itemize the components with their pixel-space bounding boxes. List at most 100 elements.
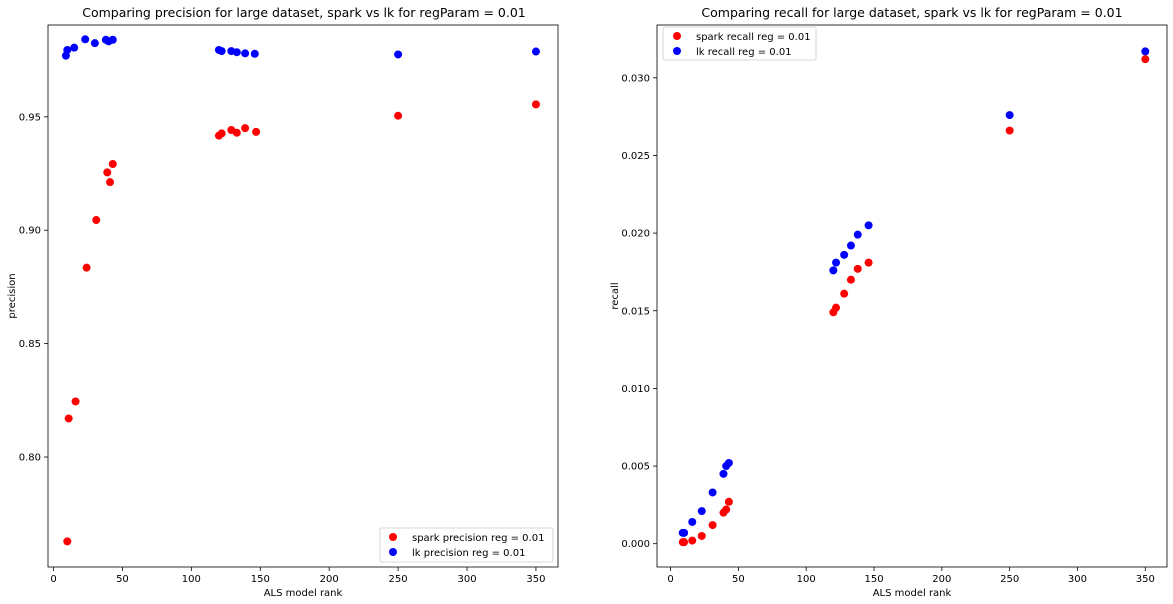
spark-point	[1005, 126, 1014, 135]
legend-marker-spark	[389, 533, 397, 541]
x-tick-label: 300	[457, 574, 476, 585]
lk-point	[531, 47, 540, 56]
y-tick-label: 0.005	[621, 462, 650, 473]
x-tick-label: 200	[320, 574, 339, 585]
x-tick-label: 200	[932, 574, 951, 585]
x-axis: 0 50 100 150 200 250 300 350	[50, 567, 545, 585]
lk-point	[1141, 47, 1150, 56]
legend-label-lk: lk precision reg = 0.01	[412, 548, 525, 559]
spark-point	[92, 216, 101, 225]
x-axis-label: ALS model rank	[264, 588, 343, 599]
y-tick-label: 0.025	[621, 151, 650, 162]
x-tick-label: 0	[50, 574, 56, 585]
plot-area	[656, 24, 1168, 568]
legend-marker-lk	[389, 548, 397, 556]
spark-point	[531, 100, 540, 109]
lk-point	[724, 458, 733, 467]
y-tick-label: 0.020	[621, 229, 650, 240]
y-axis: 0.000 0.005 0.010 0.015 0.020 0.025 0.030	[621, 73, 657, 550]
legend-box	[379, 527, 554, 563]
y-axis-label: recall	[610, 282, 621, 309]
lk-point	[846, 241, 855, 250]
legend-box	[662, 26, 817, 61]
chart-title: Comparing recall for large dataset, spar…	[701, 5, 1122, 20]
spark-point	[108, 160, 117, 169]
lk-point	[708, 488, 717, 497]
x-tick-label: 300	[1068, 574, 1087, 585]
spark-point	[724, 497, 733, 506]
lk-point	[90, 39, 99, 48]
lk-point	[70, 43, 79, 52]
spark-point	[241, 124, 250, 133]
y-tick-label: 0.015	[621, 306, 650, 317]
spark-point	[82, 263, 91, 272]
spark-point	[71, 397, 80, 406]
legend-marker-spark	[673, 32, 681, 40]
spark-point	[64, 414, 73, 423]
spark-point	[708, 521, 717, 530]
spark-point	[864, 258, 873, 267]
chart-title: Comparing precision for large dataset, s…	[82, 5, 526, 20]
x-tick-label: 100	[797, 574, 816, 585]
legend-label-spark: spark recall reg = 0.01	[696, 32, 811, 43]
y-tick-label: 0.010	[621, 384, 650, 395]
spark-point	[688, 536, 697, 545]
lk-point	[1005, 111, 1014, 120]
lk-point	[394, 50, 403, 59]
plot-area	[47, 24, 559, 568]
x-tick-label: 150	[251, 574, 270, 585]
lk-point	[688, 517, 697, 526]
x-axis: 0 50 100 150 200 250 300 350	[667, 567, 1155, 585]
spark-point	[840, 289, 849, 298]
x-tick-label: 350	[1136, 574, 1155, 585]
lk-point	[250, 49, 259, 58]
spark-point	[722, 505, 731, 514]
recall-chart: Comparing recall for large dataset, spar…	[610, 5, 1168, 599]
x-tick-label: 350	[526, 574, 545, 585]
lk-point	[680, 528, 689, 537]
lk-point	[241, 49, 250, 58]
lk-point	[853, 230, 862, 239]
spark-point	[103, 168, 112, 177]
legend-label-spark: spark precision reg = 0.01	[412, 533, 544, 544]
spark-point	[1141, 55, 1150, 64]
x-tick-label: 0	[667, 574, 673, 585]
y-axis-label: precision	[7, 273, 18, 318]
x-axis-label: ALS model rank	[873, 588, 952, 599]
spark-point	[697, 531, 706, 540]
lk-point	[217, 47, 226, 56]
y-tick-label: 0.80	[19, 453, 41, 464]
spark-point	[832, 303, 841, 312]
spark-point	[846, 275, 855, 284]
legend: spark recall reg = 0.01 lk recall reg = …	[662, 26, 817, 61]
spark-point	[217, 129, 226, 138]
lk-point	[832, 258, 841, 267]
spark-point	[252, 127, 261, 136]
spark-point	[63, 537, 72, 546]
x-tick-label: 100	[182, 574, 201, 585]
x-tick-label: 50	[732, 574, 745, 585]
data-points	[61, 35, 540, 546]
lk-point	[719, 469, 728, 478]
lk-point	[63, 45, 72, 54]
spark-point	[106, 178, 115, 187]
lk-point	[108, 35, 117, 44]
lk-point	[840, 250, 849, 259]
spark-point	[232, 128, 241, 137]
x-tick-label: 250	[389, 574, 408, 585]
lk-point	[829, 266, 838, 275]
lk-point	[864, 221, 873, 230]
y-tick-label: 0.90	[19, 226, 41, 237]
legend: spark precision reg = 0.01 lk precision …	[379, 527, 554, 563]
legend-marker-lk	[673, 47, 681, 55]
x-tick-label: 150	[864, 574, 883, 585]
lk-point	[81, 35, 90, 44]
y-tick-label: 0.95	[19, 112, 41, 123]
data-points	[678, 47, 1150, 547]
x-tick-label: 50	[116, 574, 129, 585]
lk-point	[232, 48, 241, 57]
y-tick-label: 0.85	[19, 339, 41, 350]
precision-chart: Comparing precision for large dataset, s…	[7, 5, 559, 599]
spark-point	[394, 111, 403, 120]
